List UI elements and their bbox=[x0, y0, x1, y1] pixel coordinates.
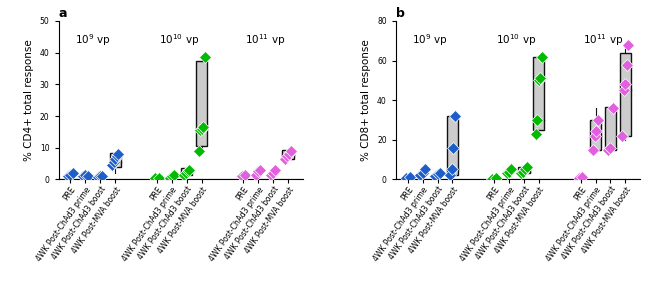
Text: $10^{11}$ vp: $10^{11}$ vp bbox=[246, 32, 286, 48]
Bar bbox=[533, 57, 545, 130]
Text: $10^9$ vp: $10^9$ vp bbox=[412, 32, 448, 48]
Bar bbox=[181, 168, 192, 175]
Bar bbox=[196, 60, 207, 146]
Text: a: a bbox=[58, 7, 67, 20]
Bar bbox=[619, 53, 631, 136]
Bar bbox=[447, 116, 458, 176]
Bar bbox=[605, 107, 616, 150]
Bar bbox=[283, 150, 294, 159]
Y-axis label: % CD4+ total response: % CD4+ total response bbox=[24, 39, 34, 161]
Text: b: b bbox=[396, 7, 405, 20]
Bar bbox=[519, 167, 530, 173]
Bar bbox=[590, 120, 601, 150]
Text: $10^{10}$ vp: $10^{10}$ vp bbox=[497, 32, 537, 48]
Text: $10^{10}$ vp: $10^{10}$ vp bbox=[159, 32, 200, 48]
Y-axis label: % CD8+ total response: % CD8+ total response bbox=[361, 39, 372, 161]
Bar bbox=[110, 153, 121, 167]
Text: $10^9$ vp: $10^9$ vp bbox=[75, 32, 110, 48]
Text: $10^{11}$ vp: $10^{11}$ vp bbox=[583, 32, 623, 48]
